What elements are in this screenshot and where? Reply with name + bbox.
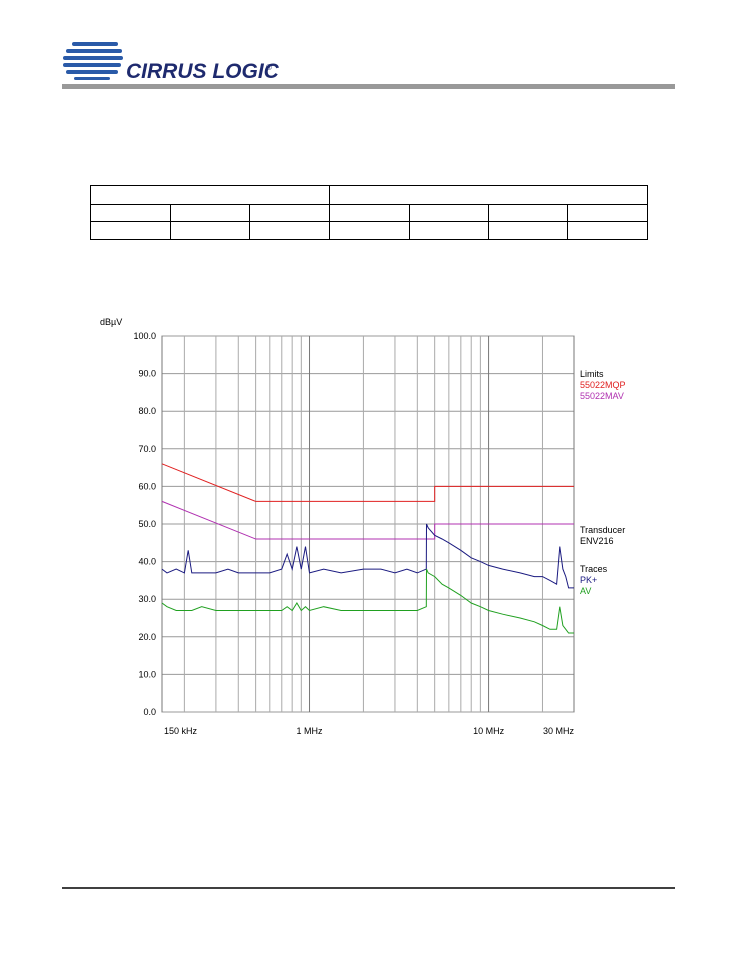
y-tick-label: 100.0 [133, 331, 156, 341]
series-line [161, 568, 574, 634]
logo-text: CIRRUS LOGIC [126, 60, 280, 83]
y-tick-label: 20.0 [138, 632, 156, 642]
legend-heading: Traces [580, 564, 608, 574]
logo-icon [63, 42, 123, 80]
y-tick-label: 10.0 [138, 669, 156, 679]
x-tick-label: 1 MHz [297, 726, 324, 736]
y-axis-label: dBµV [100, 317, 122, 327]
series-line [161, 500, 574, 540]
y-tick-label: 60.0 [138, 481, 156, 491]
y-tick-label: 70.0 [138, 444, 156, 454]
legend-heading: Limits [580, 369, 604, 379]
x-tick-label: 150 kHz [164, 726, 198, 736]
y-tick-label: 0.0 [143, 707, 156, 717]
legend-entry: 55022MAV [580, 391, 624, 401]
legend-heading: Transducer [580, 525, 625, 535]
x-tick-label: 10 MHz [473, 726, 505, 736]
x-tick-label: 30 MHz [543, 726, 575, 736]
legend-entry: PK+ [580, 575, 597, 585]
legend-entry: ENV216 [580, 536, 614, 546]
y-tick-label: 90.0 [138, 369, 156, 379]
empty-table [90, 185, 648, 240]
logo-mark: ® [266, 63, 272, 72]
header-bar [62, 84, 675, 89]
legend-entry: 55022MQP [580, 380, 626, 390]
series-line [161, 463, 574, 502]
y-tick-label: 80.0 [138, 406, 156, 416]
series-line [161, 523, 574, 589]
y-tick-label: 30.0 [138, 594, 156, 604]
legend-entry: AV [580, 586, 591, 596]
y-tick-label: 50.0 [138, 519, 156, 529]
y-tick-label: 40.0 [138, 557, 156, 567]
